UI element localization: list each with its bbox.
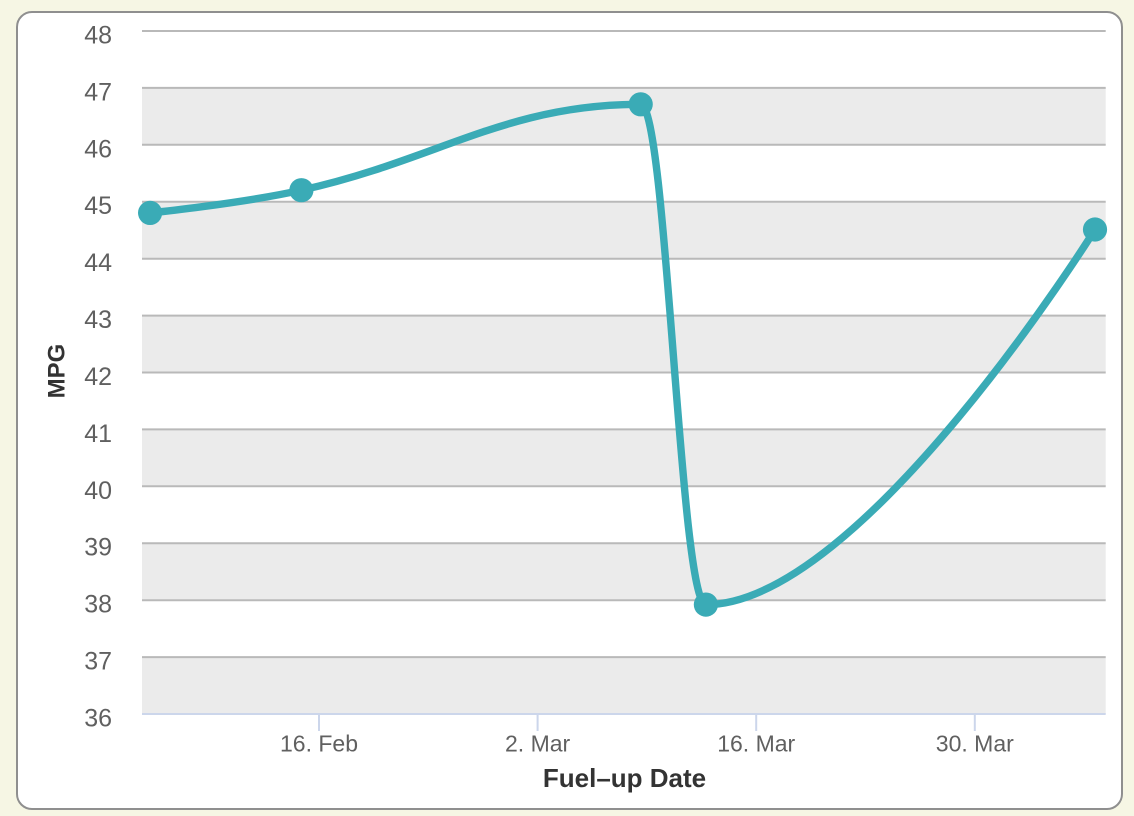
svg-text:42: 42: [84, 363, 112, 391]
svg-text:16. Feb: 16. Feb: [280, 731, 358, 757]
svg-text:Fuel–up Date: Fuel–up Date: [543, 763, 706, 793]
svg-text:46: 46: [84, 135, 112, 163]
svg-text:36: 36: [84, 705, 112, 733]
svg-text:2. Mar: 2. Mar: [505, 731, 571, 757]
svg-text:47: 47: [84, 78, 112, 106]
svg-text:40: 40: [84, 477, 112, 505]
svg-text:43: 43: [84, 306, 112, 334]
svg-text:MPG: MPG: [43, 344, 70, 399]
svg-text:30. Mar: 30. Mar: [936, 731, 1014, 757]
svg-text:41: 41: [84, 420, 112, 448]
svg-text:39: 39: [84, 534, 112, 562]
svg-text:16. Mar: 16. Mar: [717, 731, 795, 757]
svg-text:45: 45: [84, 192, 112, 220]
svg-text:44: 44: [84, 249, 112, 277]
svg-text:38: 38: [84, 591, 112, 619]
svg-text:37: 37: [84, 648, 112, 676]
svg-text:48: 48: [84, 22, 112, 50]
